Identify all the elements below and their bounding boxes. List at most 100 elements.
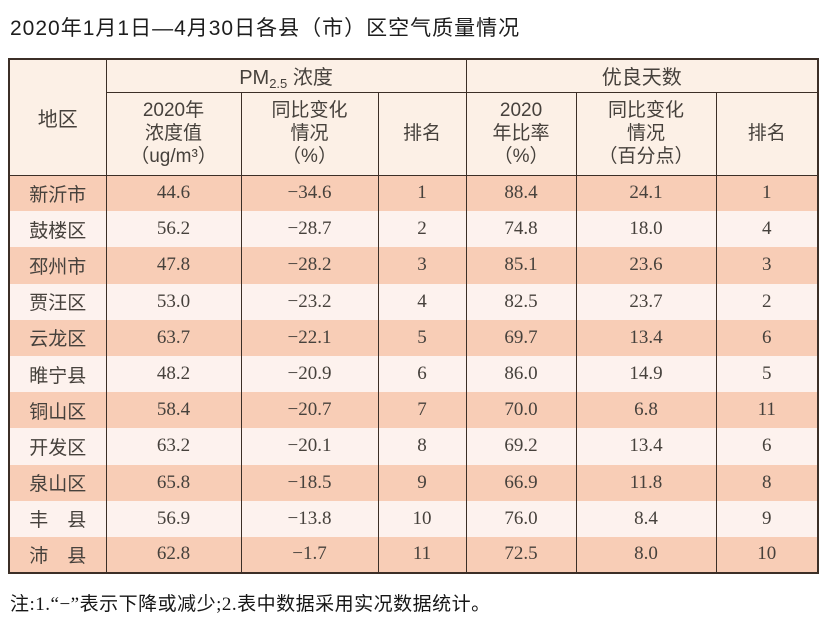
cell-region: 云龙区	[8, 319, 107, 356]
header-pm-value: 2020年 浓度值 （ug/m³）	[105, 92, 242, 176]
cell-goodday-ratio: 74.8	[465, 211, 577, 248]
cell-pm-value: 44.6	[105, 175, 242, 212]
cell-goodday-rank: 6	[715, 319, 819, 356]
cell-goodday-ratio: 69.2	[465, 428, 577, 465]
cell-goodday-ratio: 76.0	[465, 500, 577, 537]
cell-pm-rank: 7	[377, 392, 467, 429]
cell-goodday-rank: 6	[715, 428, 819, 465]
cell-goodday-rank: 4	[715, 211, 819, 248]
cell-region: 贾汪区	[8, 283, 107, 320]
cell-pm-rank: 5	[377, 319, 467, 356]
header-pm25-group: PM2.5 浓度	[105, 59, 467, 93]
header-pm-rank: 排名	[377, 92, 467, 176]
table-body: 新沂市 44.6 −34.6 1 88.4 24.1 1 鼓楼区 56.2 −28.7 2 74.8 1…	[8, 175, 819, 574]
table-row: 铜山区 58.4 −20.7 7 70.0 6.8 11	[8, 392, 819, 429]
cell-goodday-rank: 5	[715, 355, 819, 393]
header-gooddays-group: 优良天数	[465, 59, 819, 93]
cell-region: 邳州市	[8, 247, 107, 284]
cell-pm-change: −28.2	[240, 247, 379, 284]
pm25-label-rest: 浓度	[287, 66, 333, 89]
cell-pm-rank: 6	[377, 355, 467, 393]
cell-region: 开发区	[8, 428, 107, 465]
table-row: 开发区 63.2 −20.1 8 69.2 13.4 6	[8, 428, 819, 465]
cell-pm-value: 62.8	[105, 536, 242, 574]
cell-goodday-change: 11.8	[575, 464, 717, 501]
cell-goodday-rank: 8	[715, 464, 819, 501]
cell-region: 铜山区	[8, 392, 107, 429]
cell-pm-rank: 11	[377, 536, 467, 574]
table-row: 沛 县 62.8 −1.7 11 72.5 8.0 10	[8, 536, 819, 574]
cell-pm-change: −28.7	[240, 211, 379, 248]
cell-pm-rank: 2	[377, 211, 467, 248]
header-goodday-change: 同比变化 情况 （百分点）	[575, 92, 717, 176]
cell-region: 新沂市	[8, 175, 107, 212]
cell-goodday-ratio: 85.1	[465, 247, 577, 284]
cell-pm-change: −22.1	[240, 319, 379, 356]
table-row: 丰 县 56.9 −13.8 10 76.0 8.4 9	[8, 500, 819, 537]
cell-pm-rank: 3	[377, 247, 467, 284]
table-row: 云龙区 63.7 −22.1 5 69.7 13.4 6	[8, 319, 819, 356]
header-group-row: 地区 PM2.5 浓度 优良天数	[8, 59, 819, 176]
cell-goodday-change: 24.1	[575, 175, 717, 212]
cell-pm-change: −20.9	[240, 355, 379, 393]
cell-pm-change: −1.7	[240, 536, 379, 574]
cell-goodday-rank: 1	[715, 175, 819, 212]
cell-goodday-ratio: 82.5	[465, 283, 577, 320]
cell-pm-value: 53.0	[105, 283, 242, 320]
cell-pm-change: −34.6	[240, 175, 379, 212]
cell-pm-rank: 4	[377, 283, 467, 320]
cell-goodday-rank: 2	[715, 283, 819, 320]
cell-goodday-rank: 3	[715, 247, 819, 284]
cell-pm-value: 56.9	[105, 500, 242, 537]
cell-goodday-ratio: 70.0	[465, 392, 577, 429]
cell-region: 丰 县	[8, 500, 107, 537]
cell-goodday-change: 23.7	[575, 283, 717, 320]
cell-goodday-change: 18.0	[575, 211, 717, 248]
cell-pm-value: 63.7	[105, 319, 242, 356]
air-quality-table: 地区 PM2.5 浓度 优良天数 2020年 浓度值 （ug/m³） 同比变化 …	[8, 58, 820, 575]
cell-goodday-change: 23.6	[575, 247, 717, 284]
table-row: 睢宁县 48.2 −20.9 6 86.0 14.9 5	[8, 355, 819, 393]
cell-goodday-rank: 9	[715, 500, 819, 537]
page-title: 2020年1月1日—4月30日各县（市）区空气质量情况	[10, 17, 521, 40]
cell-goodday-change: 13.4	[575, 428, 717, 465]
cell-pm-value: 58.4	[105, 392, 242, 429]
cell-pm-change: −23.2	[240, 283, 379, 320]
cell-goodday-ratio: 86.0	[465, 355, 577, 393]
cell-pm-change: −20.7	[240, 392, 379, 429]
cell-region: 沛 县	[8, 536, 107, 574]
cell-goodday-ratio: 88.4	[465, 175, 577, 212]
table-row: 贾汪区 53.0 −23.2 4 82.5 23.7 2	[8, 283, 819, 320]
cell-goodday-change: 8.4	[575, 500, 717, 537]
cell-pm-value: 63.2	[105, 428, 242, 465]
table-row: 新沂市 44.6 −34.6 1 88.4 24.1 1	[8, 175, 819, 212]
cell-region: 鼓楼区	[8, 211, 107, 248]
cell-pm-value: 56.2	[105, 211, 242, 248]
header-goodday-rank: 排名	[715, 92, 819, 176]
cell-pm-change: −13.8	[240, 500, 379, 537]
pm25-label-base: PM	[239, 66, 270, 89]
header-goodday-ratio: 2020 年比率 （%）	[465, 92, 577, 176]
cell-pm-rank: 8	[377, 428, 467, 465]
cell-region: 泉山区	[8, 464, 107, 501]
cell-pm-change: −20.1	[240, 428, 379, 465]
cell-pm-rank: 1	[377, 175, 467, 212]
footnote: 注:1.“−”表示下降或减少;2.表中数据采用实况数据统计。	[10, 594, 491, 616]
cell-goodday-ratio: 66.9	[465, 464, 577, 501]
cell-pm-value: 47.8	[105, 247, 242, 284]
cell-region: 睢宁县	[8, 355, 107, 393]
cell-goodday-change: 8.0	[575, 536, 717, 574]
header-region: 地区	[8, 59, 107, 176]
cell-goodday-change: 14.9	[575, 355, 717, 393]
table-row: 鼓楼区 56.2 −28.7 2 74.8 18.0 4	[8, 211, 819, 248]
table-header: 地区 PM2.5 浓度 优良天数 2020年 浓度值 （ug/m³） 同比变化 …	[8, 59, 819, 176]
table-row: 泉山区 65.8 −18.5 9 66.9 11.8 8	[8, 464, 819, 501]
cell-goodday-ratio: 72.5	[465, 536, 577, 574]
header-sub-row: 2020年 浓度值 （ug/m³） 同比变化 情况 （%） 排名 2020 年比…	[9, 92, 819, 176]
cell-goodday-ratio: 69.7	[465, 319, 577, 356]
cell-goodday-rank: 11	[715, 392, 819, 429]
cell-pm-value: 48.2	[105, 355, 242, 393]
cell-pm-value: 65.8	[105, 464, 242, 501]
cell-pm-change: −18.5	[240, 464, 379, 501]
